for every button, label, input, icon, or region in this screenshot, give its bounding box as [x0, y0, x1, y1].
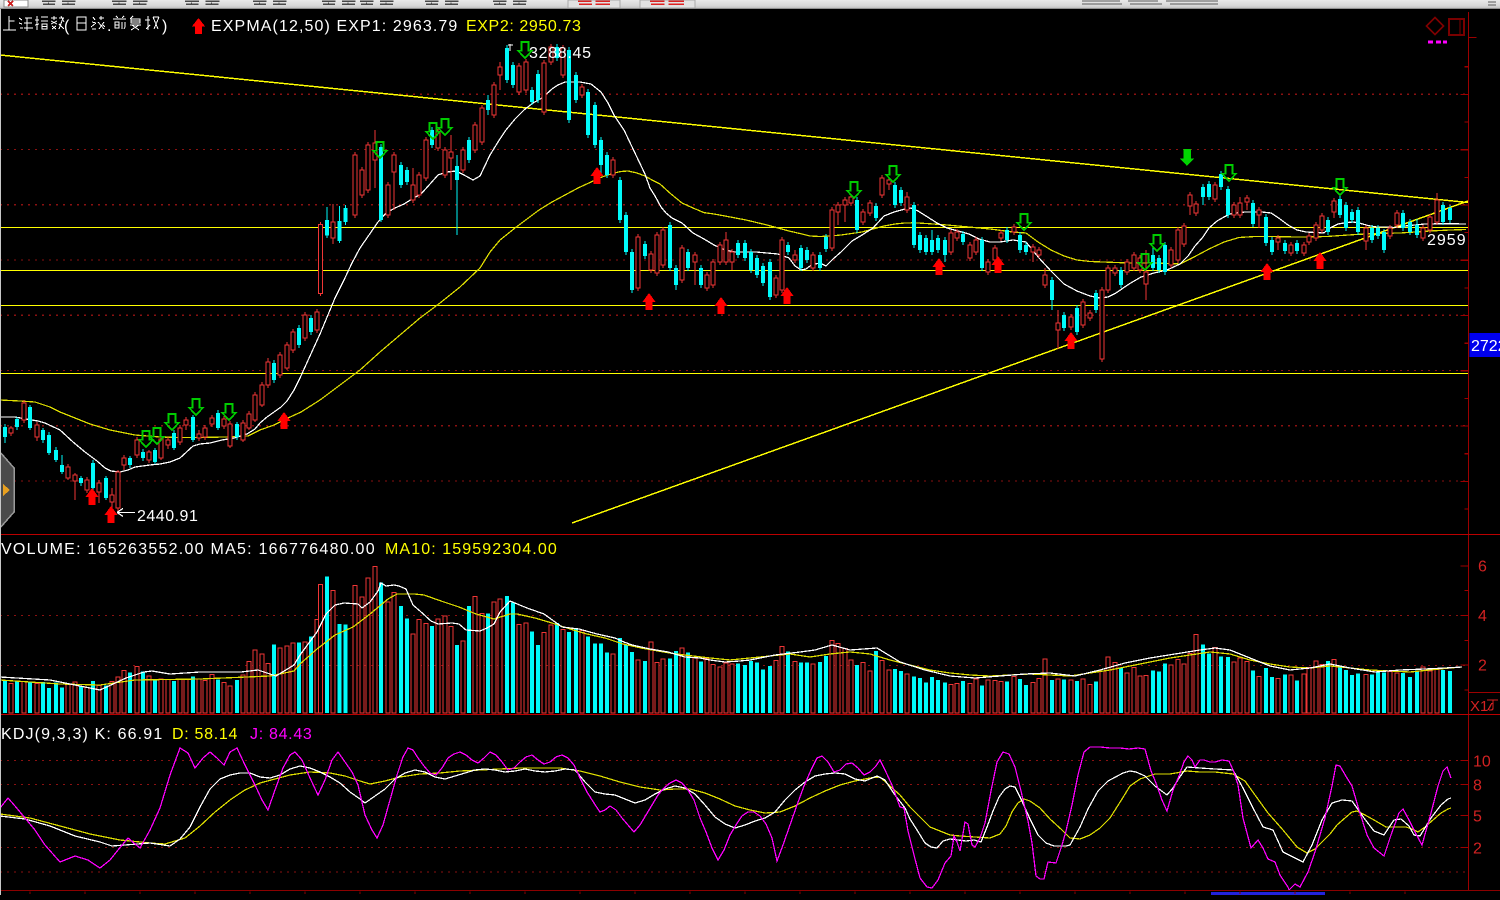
svg-text:2722: 2722 — [1471, 338, 1500, 355]
svg-text:EXP2: 2950.73: EXP2: 2950.73 — [466, 18, 581, 35]
svg-text:10: 10 — [1473, 754, 1491, 771]
svg-text:4: 4 — [1478, 608, 1487, 625]
svg-text:X1: X1 — [1470, 698, 1488, 715]
svg-text:2959: 2959 — [1427, 232, 1467, 249]
svg-text:(: ( — [64, 18, 70, 35]
svg-text:): ) — [162, 18, 167, 35]
svg-text:2: 2 — [1478, 658, 1487, 675]
svg-text:VOLUME: 165263552.00 MA5: 1667: VOLUME: 165263552.00 MA5: 166776480.00 — [1, 541, 376, 558]
svg-text:2440.91: 2440.91 — [137, 508, 198, 525]
svg-text:EXPMA(12,50) EXP1: 2963.79: EXPMA(12,50) EXP1: 2963.79 — [211, 18, 458, 35]
svg-text:D: 58.14: D: 58.14 — [172, 726, 238, 743]
svg-text:.: . — [107, 18, 111, 35]
svg-text:KDJ(9,3,3) K: 66.91: KDJ(9,3,3) K: 66.91 — [1, 726, 163, 743]
svg-text:8: 8 — [1473, 778, 1482, 795]
svg-text:MA10: 159592304.00: MA10: 159592304.00 — [385, 541, 558, 558]
svg-text:J: 84.43: J: 84.43 — [250, 726, 313, 743]
svg-text:2: 2 — [1473, 841, 1482, 858]
svg-text:6: 6 — [1478, 559, 1487, 576]
svg-text:5: 5 — [1473, 809, 1482, 826]
svg-text:3288.45: 3288.45 — [529, 45, 592, 62]
